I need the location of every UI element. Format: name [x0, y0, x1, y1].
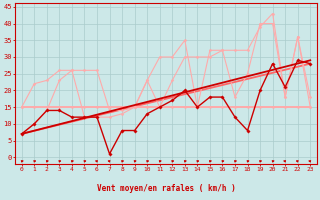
X-axis label: Vent moyen/en rafales ( km/h ): Vent moyen/en rafales ( km/h ): [97, 184, 236, 193]
